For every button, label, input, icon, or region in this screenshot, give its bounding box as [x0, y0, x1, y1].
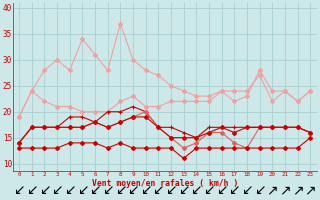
X-axis label: Vent moyen/en rafales ( km/h ): Vent moyen/en rafales ( km/h ) [92, 178, 238, 188]
